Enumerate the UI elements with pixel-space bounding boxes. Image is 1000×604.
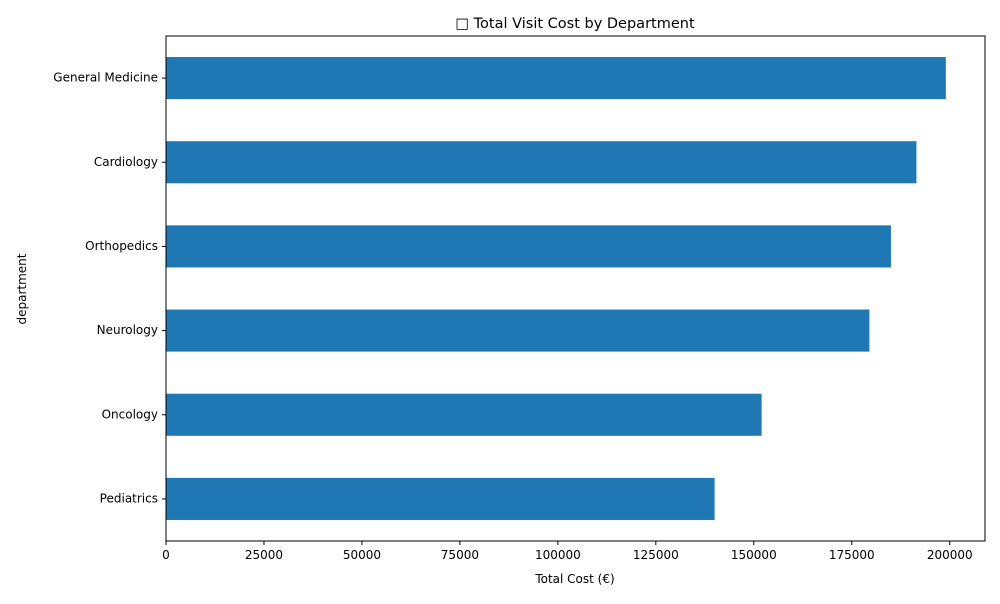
plot-frame: [165, 35, 986, 542]
y-tick-label: Oncology: [102, 407, 158, 421]
x-tick-label: 75000: [441, 548, 479, 562]
y-tick-label: General Medicine: [53, 71, 158, 85]
bar-orthopedics: [166, 225, 891, 268]
x-tick-label: 50000: [343, 548, 381, 562]
x-tick-label: 125000: [633, 548, 679, 562]
x-tick-label: 25000: [245, 548, 283, 562]
y-axis-label: department: [15, 253, 29, 324]
bar-pediatrics: [166, 477, 715, 520]
x-tick-label: 150000: [731, 548, 777, 562]
y-tick-label: Orthopedics: [85, 239, 158, 253]
x-tick-label: 175000: [829, 548, 875, 562]
x-axis-label: Total Cost (€): [534, 572, 614, 586]
y-tick-label: Cardiology: [94, 155, 158, 169]
x-tick-label: 0: [162, 548, 170, 562]
bar-oncology: [166, 393, 762, 436]
y-tick-label: Pediatrics: [100, 491, 158, 505]
x-tick-label: 200000: [927, 548, 973, 562]
y-tick-label: Neurology: [97, 323, 158, 337]
axes-layer: Pediatrics Oncology Neurology Orthopedics Ca…: [53, 35, 986, 562]
bar-general-medicine: [166, 57, 946, 100]
x-tick-label: 100000: [535, 548, 581, 562]
bars-layer: [166, 57, 946, 520]
bar-cardiology: [166, 141, 917, 184]
chart-title: □ Total Visit Cost by Department: [455, 16, 695, 32]
bar-neurology: [166, 309, 870, 352]
